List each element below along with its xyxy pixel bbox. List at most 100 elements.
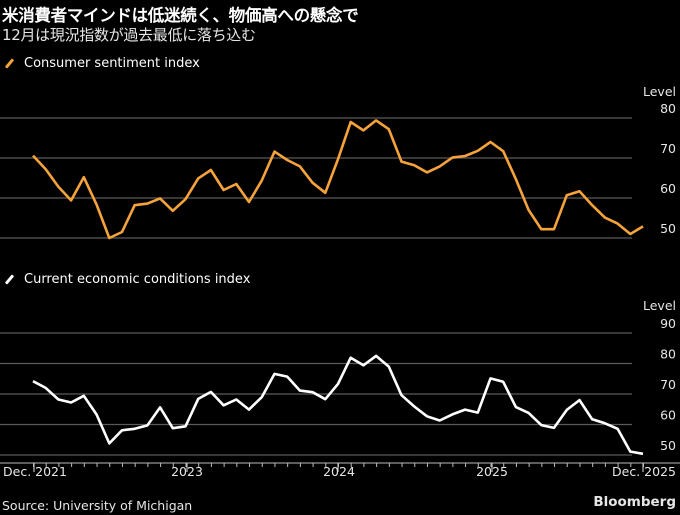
current-conditions-point [388, 365, 391, 368]
x-tick-label: Dec. 2021 [3, 464, 67, 479]
consumer-sentiment-point [616, 222, 619, 225]
consumer-sentiment-point [629, 233, 632, 236]
current-conditions-point [184, 425, 187, 428]
current-conditions-point [299, 389, 302, 392]
consumer-sentiment-point [222, 189, 225, 192]
consumer-sentiment-point [362, 129, 365, 132]
consumer-sentiment-point [604, 216, 607, 219]
consumer-sentiment-point [248, 201, 251, 204]
current-conditions-point [553, 427, 556, 430]
source-note: Source: University of Michigan [2, 498, 193, 513]
consumer-sentiment-point [464, 155, 467, 158]
y-tick-label-50: 50 [660, 221, 676, 236]
consumer-sentiment-points [32, 119, 645, 239]
current-conditions-point [527, 412, 530, 415]
consumer-sentiment-point [184, 198, 187, 201]
current-conditions-point [32, 380, 35, 383]
current-conditions-point [477, 411, 480, 414]
consumer-sentiment-point [159, 197, 162, 200]
lower-y-tick-labels: 50 60 70 80 90 [660, 316, 676, 453]
current-conditions-point [222, 404, 225, 407]
current-conditions-point [566, 409, 569, 412]
consumer-sentiment-point [451, 156, 454, 159]
current-conditions-point [413, 405, 416, 408]
current-conditions-point [159, 406, 162, 409]
current-conditions-line [32, 354, 644, 456]
x-tick-labels: Dec. 2021 2023 2024 2025 Dec. 2025 [3, 464, 676, 479]
consumer-sentiment-point [210, 169, 213, 172]
current-conditions-point [95, 413, 98, 416]
current-conditions-point [248, 408, 251, 411]
bloomberg-logo: Bloomberg [593, 494, 676, 510]
current-conditions-point [426, 415, 429, 418]
consumer-sentiment-point [121, 231, 124, 234]
current-conditions-point [286, 375, 289, 378]
consumer-sentiment-point [172, 210, 175, 213]
current-conditions-point [604, 422, 607, 425]
current-conditions-point [311, 391, 314, 394]
consumer-sentiment-point [70, 199, 73, 202]
current-conditions-point [83, 395, 86, 398]
y-tick-label-80: 80 [660, 101, 676, 116]
current-conditions-point [540, 424, 543, 427]
consumer-sentiment-point [95, 203, 98, 206]
consumer-sentiment-point [591, 204, 594, 207]
y-tick-label-50: 50 [660, 438, 676, 453]
consumer-sentiment-point [413, 164, 416, 167]
upper-y-axis-label: Level [643, 84, 676, 99]
current-conditions-point [172, 427, 175, 430]
consumer-sentiment-point [235, 183, 238, 186]
current-conditions-point [235, 398, 238, 401]
consumer-sentiment-point [83, 176, 86, 179]
consumer-sentiment-point [146, 202, 149, 205]
consumer-sentiment-point [642, 225, 645, 228]
legend-current-conditions: Current economic conditions index [4, 272, 250, 287]
current-conditions-point [616, 428, 619, 431]
consumer-sentiment-point [438, 165, 441, 168]
current-conditions-point [578, 399, 581, 402]
current-conditions-point [451, 413, 454, 416]
current-conditions-point [629, 450, 632, 453]
current-conditions-point [349, 356, 352, 359]
y-tick-label-60: 60 [660, 408, 676, 423]
current-conditions-point [210, 391, 213, 394]
consumer-sentiment-point [426, 171, 429, 174]
consumer-sentiment-point [286, 159, 289, 162]
current-conditions-point [642, 453, 645, 456]
current-conditions-point [121, 429, 124, 432]
current-conditions-point [324, 398, 327, 401]
current-conditions-point [362, 364, 365, 367]
legend-label: Current economic conditions index [24, 272, 251, 287]
consumer-sentiment-point [324, 192, 327, 195]
consumer-sentiment-point [477, 150, 480, 153]
current-conditions-point [197, 398, 200, 401]
y-tick-label-90: 90 [660, 316, 676, 331]
consumer-sentiment-point [273, 150, 276, 153]
x-tick-label: 2024 [323, 464, 355, 479]
current-conditions-point [375, 355, 378, 358]
current-conditions-point [108, 442, 111, 445]
consumer-sentiment-point [32, 154, 35, 157]
consumer-sentiment-point [578, 190, 581, 193]
consumer-sentiment-point [566, 194, 569, 197]
current-conditions-point [70, 401, 73, 404]
current-conditions-point [489, 377, 492, 380]
current-conditions-point [591, 418, 594, 421]
chart-title: 米消費者マインドは低迷続く、物価高への懸念で [2, 6, 359, 25]
consumer-sentiment-point [261, 179, 264, 182]
current-conditions-point [438, 419, 441, 422]
consumer-sentiment-point [375, 119, 378, 122]
legend-consumer-sentiment: Consumer sentiment index [4, 56, 200, 71]
consumer-sentiment-point [44, 168, 47, 171]
consumer-sentiment-point [400, 160, 403, 163]
x-tick-label: 2023 [171, 464, 203, 479]
current-conditions-point [502, 381, 505, 384]
consumer-sentiment-point [197, 177, 200, 180]
consumer-sentiment-point [337, 158, 340, 161]
current-conditions-point [337, 383, 340, 386]
current-conditions-point [400, 394, 403, 397]
consumer-sentiment-point [527, 209, 530, 212]
y-tick-label-60: 60 [660, 181, 676, 196]
x-tick-label: Dec. 2025 [612, 464, 676, 479]
